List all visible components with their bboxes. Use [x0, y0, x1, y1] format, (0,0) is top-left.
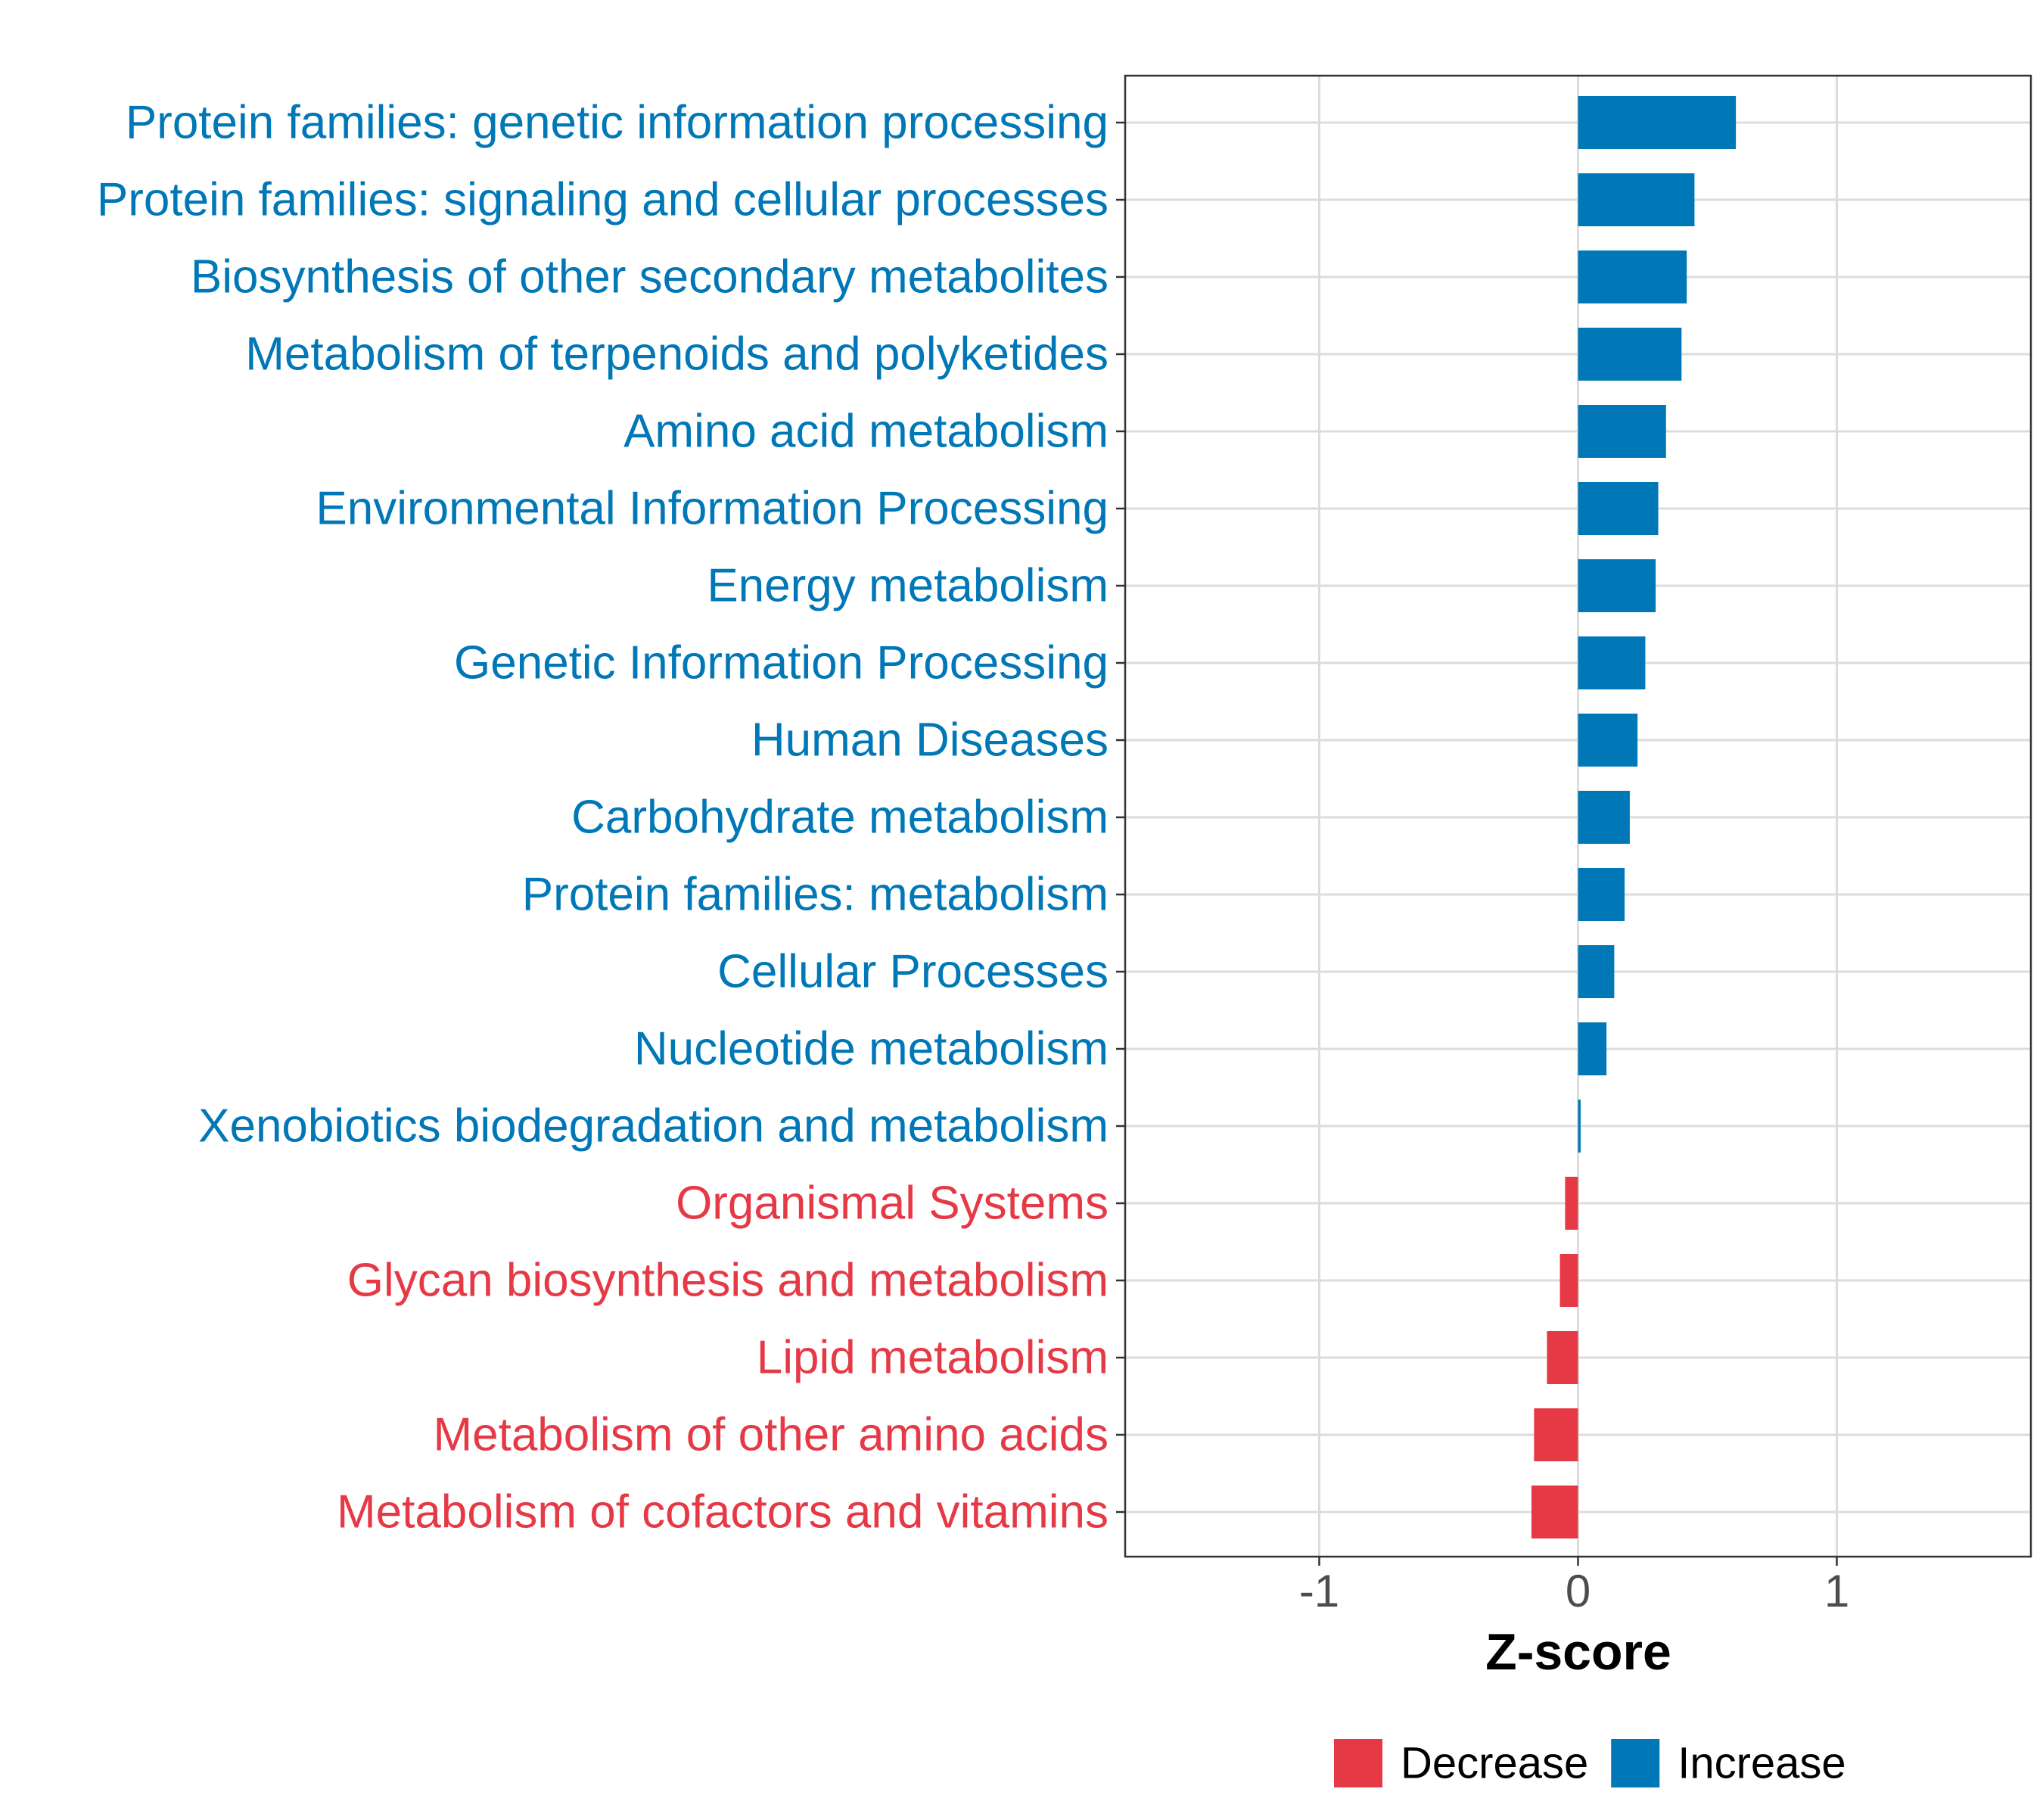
bar-lipid-metabolism [1547, 1331, 1578, 1384]
category-label-xenobiotics-biodegradation-and-metabolism: Xenobiotics biodegradation and metabolis… [198, 1100, 1109, 1153]
y-axis-category-labels: Protein families: genetic information pr… [97, 97, 1109, 1538]
x-axis-ticks: -1 0 1 [1299, 1557, 1849, 1616]
bars [1531, 96, 1737, 1538]
bar-cellular-processes [1578, 945, 1615, 998]
category-label-carbohydrate-metabolism: Carbohydrate metabolism [571, 792, 1109, 844]
category-label-cellular-processes: Cellular Processes [717, 946, 1109, 998]
category-label-human-diseases: Human Diseases [751, 714, 1109, 767]
x-tick-label: 0 [1566, 1566, 1591, 1616]
bar-energy-metabolism [1578, 559, 1656, 612]
y-axis-ticks [1116, 121, 1125, 1514]
bar-carbohydrate-metabolism [1578, 791, 1630, 844]
legend: Decrease Increase [1334, 1739, 1846, 1788]
legend-label-increase: Increase [1678, 1739, 1846, 1788]
bar-genetic-information-processing [1578, 636, 1646, 689]
legend-key-increase [1611, 1739, 1660, 1787]
x-axis-title: Z-score [1485, 1623, 1671, 1681]
bar-environmental-information-processing [1578, 482, 1659, 535]
category-label-metabolism-of-terpenoids-and-polyketides: Metabolism of terpenoids and polyketides [245, 328, 1109, 381]
legend-label-decrease: Decrease [1401, 1739, 1588, 1788]
x-tick-label: -1 [1299, 1566, 1339, 1616]
category-label-energy-metabolism: Energy metabolism [707, 560, 1109, 612]
bar-protein-families-signaling-and-cellular-processes [1578, 173, 1695, 226]
bar-nucleotide-metabolism [1578, 1022, 1607, 1075]
bar-human-diseases [1578, 714, 1638, 767]
category-label-amino-acid-metabolism: Amino acid metabolism [623, 406, 1109, 458]
category-label-glycan-biosynthesis-and-metabolism: Glycan biosynthesis and metabolism [347, 1255, 1109, 1307]
category-label-environmental-information-processing: Environmental Information Processing [316, 483, 1109, 535]
category-label-protein-families-signaling-and-cellular-processes: Protein families: signaling and cellular… [97, 174, 1109, 226]
category-label-protein-families-genetic-information-processing: Protein families: genetic information pr… [126, 97, 1109, 149]
bar-metabolism-of-terpenoids-and-polyketides [1578, 328, 1682, 381]
category-label-biosynthesis-of-other-secondary-metabolites: Biosynthesis of other secondary metaboli… [191, 251, 1109, 303]
bar-metabolism-of-cofactors-and-vitamins [1531, 1486, 1578, 1538]
bar-glycan-biosynthesis-and-metabolism [1559, 1254, 1578, 1307]
category-label-metabolism-of-cofactors-and-vitamins: Metabolism of cofactors and vitamins [337, 1486, 1109, 1538]
bar-amino-acid-metabolism [1578, 405, 1666, 458]
bar-organismal-systems [1565, 1177, 1578, 1230]
bar-protein-families-metabolism [1578, 868, 1625, 921]
bar-metabolism-of-other-amino-acids [1534, 1408, 1578, 1461]
category-label-lipid-metabolism: Lipid metabolism [757, 1332, 1109, 1384]
category-label-organismal-systems: Organismal Systems [676, 1178, 1109, 1230]
legend-key-decrease [1334, 1739, 1382, 1787]
category-label-metabolism-of-other-amino-acids: Metabolism of other amino acids [433, 1409, 1109, 1461]
bar-biosynthesis-of-other-secondary-metabolites [1578, 250, 1687, 303]
x-tick-label: 1 [1824, 1566, 1849, 1616]
category-label-protein-families-metabolism: Protein families: metabolism [522, 869, 1109, 921]
bar-xenobiotics-biodegradation-and-metabolism [1578, 1100, 1581, 1153]
bar-protein-families-genetic-information-processing [1578, 96, 1737, 149]
category-label-genetic-information-processing: Genetic Information Processing [454, 637, 1109, 689]
category-label-nucleotide-metabolism: Nucleotide metabolism [634, 1023, 1109, 1075]
